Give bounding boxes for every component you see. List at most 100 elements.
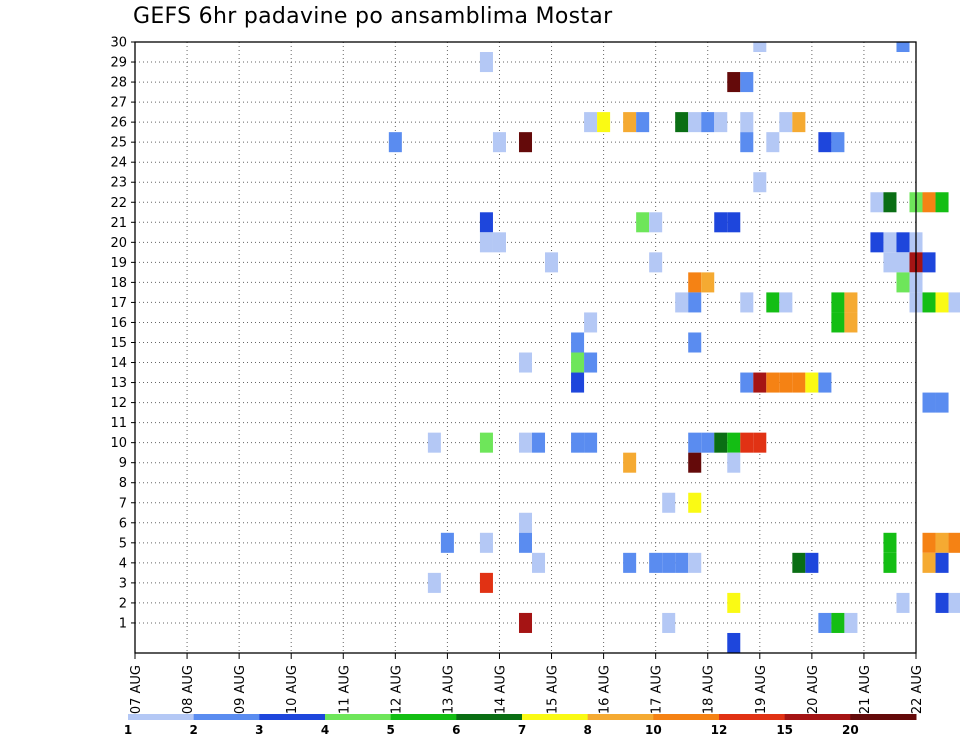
y-tick-label: 22 <box>110 196 127 211</box>
y-tick-label: 4 <box>119 556 127 571</box>
heatmap-cell <box>753 42 767 53</box>
legend-label: 2 <box>189 723 197 737</box>
chart-title: GEFS 6hr padavine po ansamblima Mostar <box>133 4 613 29</box>
legend-label: 8 <box>583 723 591 737</box>
x-tick-label: 20 AUG <box>806 665 821 714</box>
heatmap-cell <box>818 372 832 393</box>
heatmap-cell <box>518 612 533 633</box>
y-tick-label: 28 <box>110 76 127 91</box>
x-tick-label: 15 AUG <box>546 665 561 714</box>
y-tick-label: 10 <box>110 436 127 451</box>
y-tick-label: 9 <box>119 456 127 471</box>
heatmap-cell <box>714 112 728 133</box>
legend-swatch <box>784 714 851 720</box>
heatmap-cell <box>935 552 949 573</box>
heatmap-cell <box>922 292 936 313</box>
legend-label: 1 <box>124 723 132 737</box>
y-tick-label: 14 <box>110 356 127 371</box>
legend-swatch <box>850 714 917 720</box>
legend-swatch <box>259 714 326 720</box>
heatmap-cell <box>922 532 936 553</box>
heatmap-cell <box>675 112 689 133</box>
legend-swatch <box>719 714 786 720</box>
heatmap-cell <box>727 452 741 473</box>
x-tick-label: 22 AUG <box>910 665 925 714</box>
heatmap-cell <box>818 132 832 153</box>
heatmap-cell <box>662 612 676 633</box>
heatmap-cell <box>948 592 960 613</box>
heatmap-cell <box>727 72 741 93</box>
legend-swatch <box>128 714 195 720</box>
y-tick-label: 8 <box>119 476 127 491</box>
heatmap-cell <box>831 132 845 153</box>
heatmap-cell <box>518 532 533 553</box>
heatmap-cell <box>935 532 949 553</box>
x-tick-label: 16 AUG <box>598 665 613 714</box>
heatmap-cell <box>792 372 806 393</box>
legend-swatch <box>456 714 523 720</box>
legend-label: 15 <box>776 723 793 737</box>
heatmap-cell <box>727 592 741 613</box>
x-tick-label: 08 AUG <box>181 665 196 714</box>
heatmap-cell <box>831 312 845 333</box>
heatmap-cell <box>388 132 402 153</box>
heatmap-cell <box>688 452 702 473</box>
heatmap-cell <box>584 352 598 373</box>
heatmap-cell <box>427 432 441 453</box>
heatmap-cell <box>662 552 676 573</box>
y-tick-label: 12 <box>110 396 127 411</box>
heatmap-cell <box>740 72 754 93</box>
heatmap-cell <box>688 432 702 453</box>
heatmap-cell <box>805 372 819 393</box>
legend-swatch <box>390 714 457 720</box>
heatmap-cell <box>571 432 585 453</box>
y-tick-label: 3 <box>119 576 127 591</box>
heatmap-cell <box>935 192 949 213</box>
heatmap-cell <box>805 552 819 573</box>
heatmap-cell <box>479 432 493 453</box>
x-tick-label: 11 AUG <box>337 665 352 714</box>
y-tick-label: 19 <box>110 256 127 271</box>
heatmap-cell <box>688 332 702 353</box>
heatmap-cell <box>701 432 715 453</box>
heatmap-cell <box>440 532 454 553</box>
heatmap-cell <box>935 392 949 413</box>
heatmap-cell <box>883 232 897 253</box>
heatmap-cell <box>532 552 546 573</box>
heatmap-cell <box>479 52 493 73</box>
heatmap-cell <box>623 112 637 133</box>
y-tick-label: 1 <box>119 616 127 631</box>
heatmap-cell <box>662 492 676 513</box>
y-tick-label: 2 <box>119 596 127 611</box>
heatmap-cell <box>675 292 689 313</box>
heatmap-cell <box>740 292 754 313</box>
heatmap-cell <box>753 172 767 193</box>
heatmap-cell <box>896 252 910 273</box>
heatmap-cell <box>792 552 806 573</box>
legend-label: 7 <box>518 723 526 737</box>
heatmap-cell <box>584 312 598 333</box>
heatmap-cell <box>935 292 949 313</box>
x-tick-label: 10 AUG <box>285 665 300 714</box>
heatmap-cell <box>844 612 858 633</box>
heatmap-cell <box>922 552 936 573</box>
legend-label: 20 <box>842 723 859 737</box>
heatmap-cell <box>688 292 702 313</box>
heatmap-cell <box>779 292 793 313</box>
heatmap-cell <box>753 432 767 453</box>
heatmap-cell <box>766 292 780 313</box>
heatmap-cell <box>479 232 493 253</box>
heatmap-cell <box>518 512 533 533</box>
heatmap-cell <box>649 212 663 233</box>
y-tick-label: 17 <box>110 296 127 311</box>
y-tick-label: 21 <box>110 216 127 231</box>
y-tick-label: 11 <box>110 416 127 431</box>
y-tick-label: 18 <box>110 276 127 291</box>
legend-label: 5 <box>386 723 394 737</box>
x-tick-label: 17 AUG <box>650 665 665 714</box>
heatmap-cell <box>922 192 936 213</box>
heatmap-cell <box>623 452 637 473</box>
heatmap-cell <box>740 372 754 393</box>
heatmap-cell <box>883 252 897 273</box>
legend-swatch <box>193 714 260 720</box>
